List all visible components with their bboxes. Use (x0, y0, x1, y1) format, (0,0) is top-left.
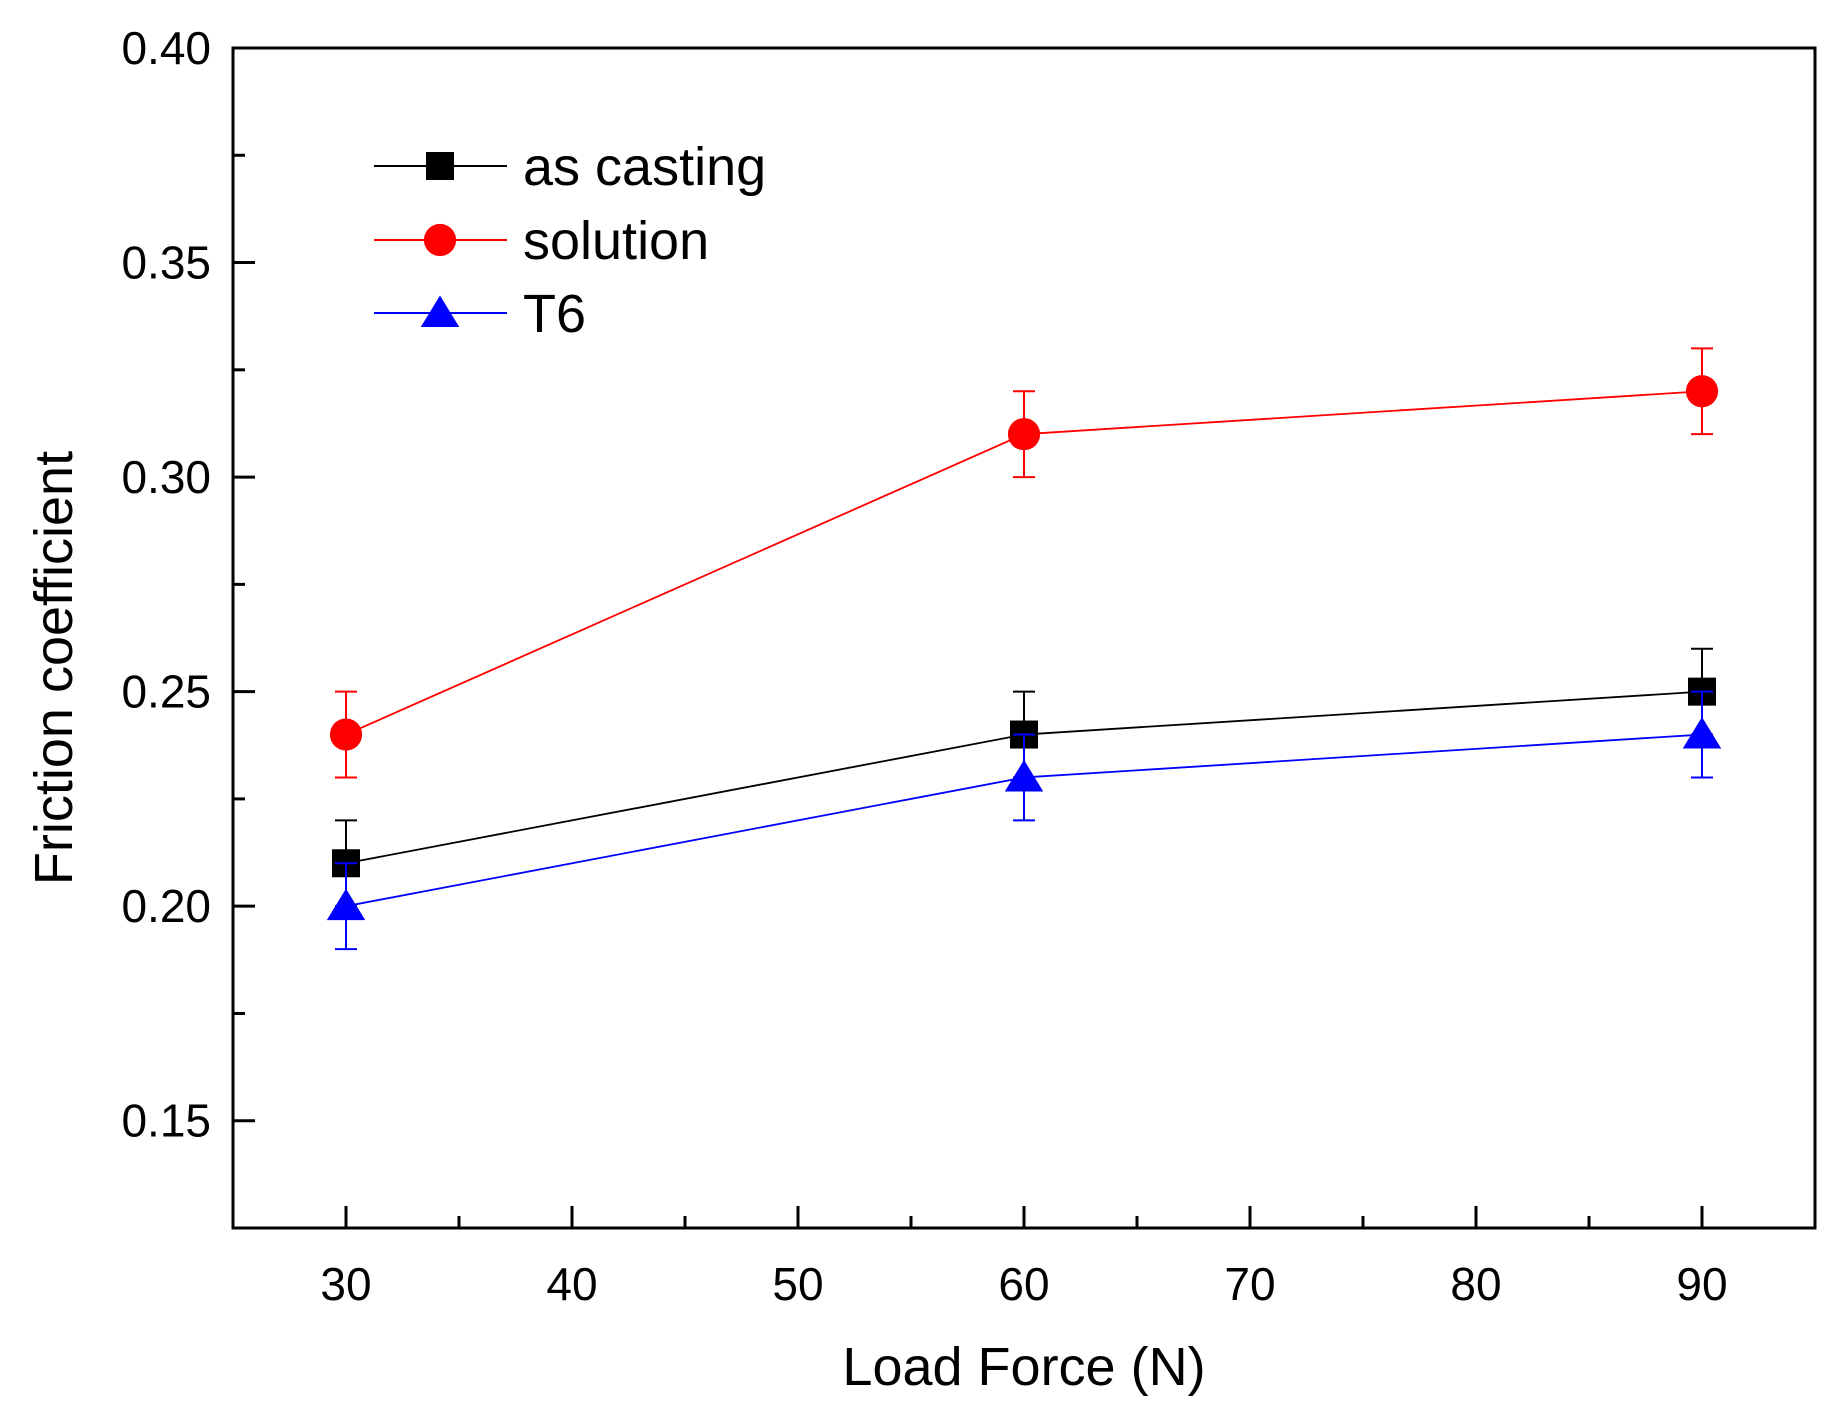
y-axis: 0.15 0.20 0.25 0.30 0.35 0.40 (121, 22, 255, 1147)
y-tick-label: 0.35 (121, 237, 211, 289)
x-axis: 30 40 50 60 70 80 90 (320, 1206, 1728, 1310)
data-point (1685, 375, 1719, 408)
y-tick-label: 0.25 (121, 666, 211, 718)
y-tick-label: 0.20 (121, 880, 211, 932)
x-tick-label: 50 (772, 1258, 823, 1310)
x-tick-label: 70 (1224, 1258, 1275, 1310)
x-tick-label: 90 (1676, 1258, 1727, 1310)
y-axis-title: Friction coefficient (24, 451, 84, 885)
legend-marker (423, 223, 457, 257)
data-point (1007, 418, 1041, 451)
y-tick-label: 0.40 (121, 22, 211, 74)
legend-label: T6 (523, 284, 586, 344)
legend-label: as casting (523, 137, 766, 197)
x-tick-label: 60 (998, 1258, 1049, 1310)
data-point (1682, 717, 1722, 749)
data-point (326, 888, 366, 921)
legend-marker (420, 295, 460, 327)
x-tick-label: 40 (546, 1258, 597, 1310)
legend-marker (426, 152, 454, 180)
x-tick-label: 30 (320, 1258, 371, 1310)
series-solution (329, 347, 1719, 779)
series-t6 (326, 690, 1722, 951)
x-tick-label: 80 (1450, 1258, 1501, 1310)
y-tick-label: 0.15 (121, 1095, 211, 1147)
x-axis-title: Load Force (N) (842, 1337, 1205, 1397)
plot-frame (231, 46, 1817, 1230)
series-layer (326, 347, 1722, 951)
legend-label: solution (523, 211, 709, 271)
data-point (329, 718, 363, 751)
legend: as casting solution T6 (374, 137, 766, 344)
y-tick-label: 0.30 (121, 451, 211, 503)
data-point (1004, 759, 1044, 792)
